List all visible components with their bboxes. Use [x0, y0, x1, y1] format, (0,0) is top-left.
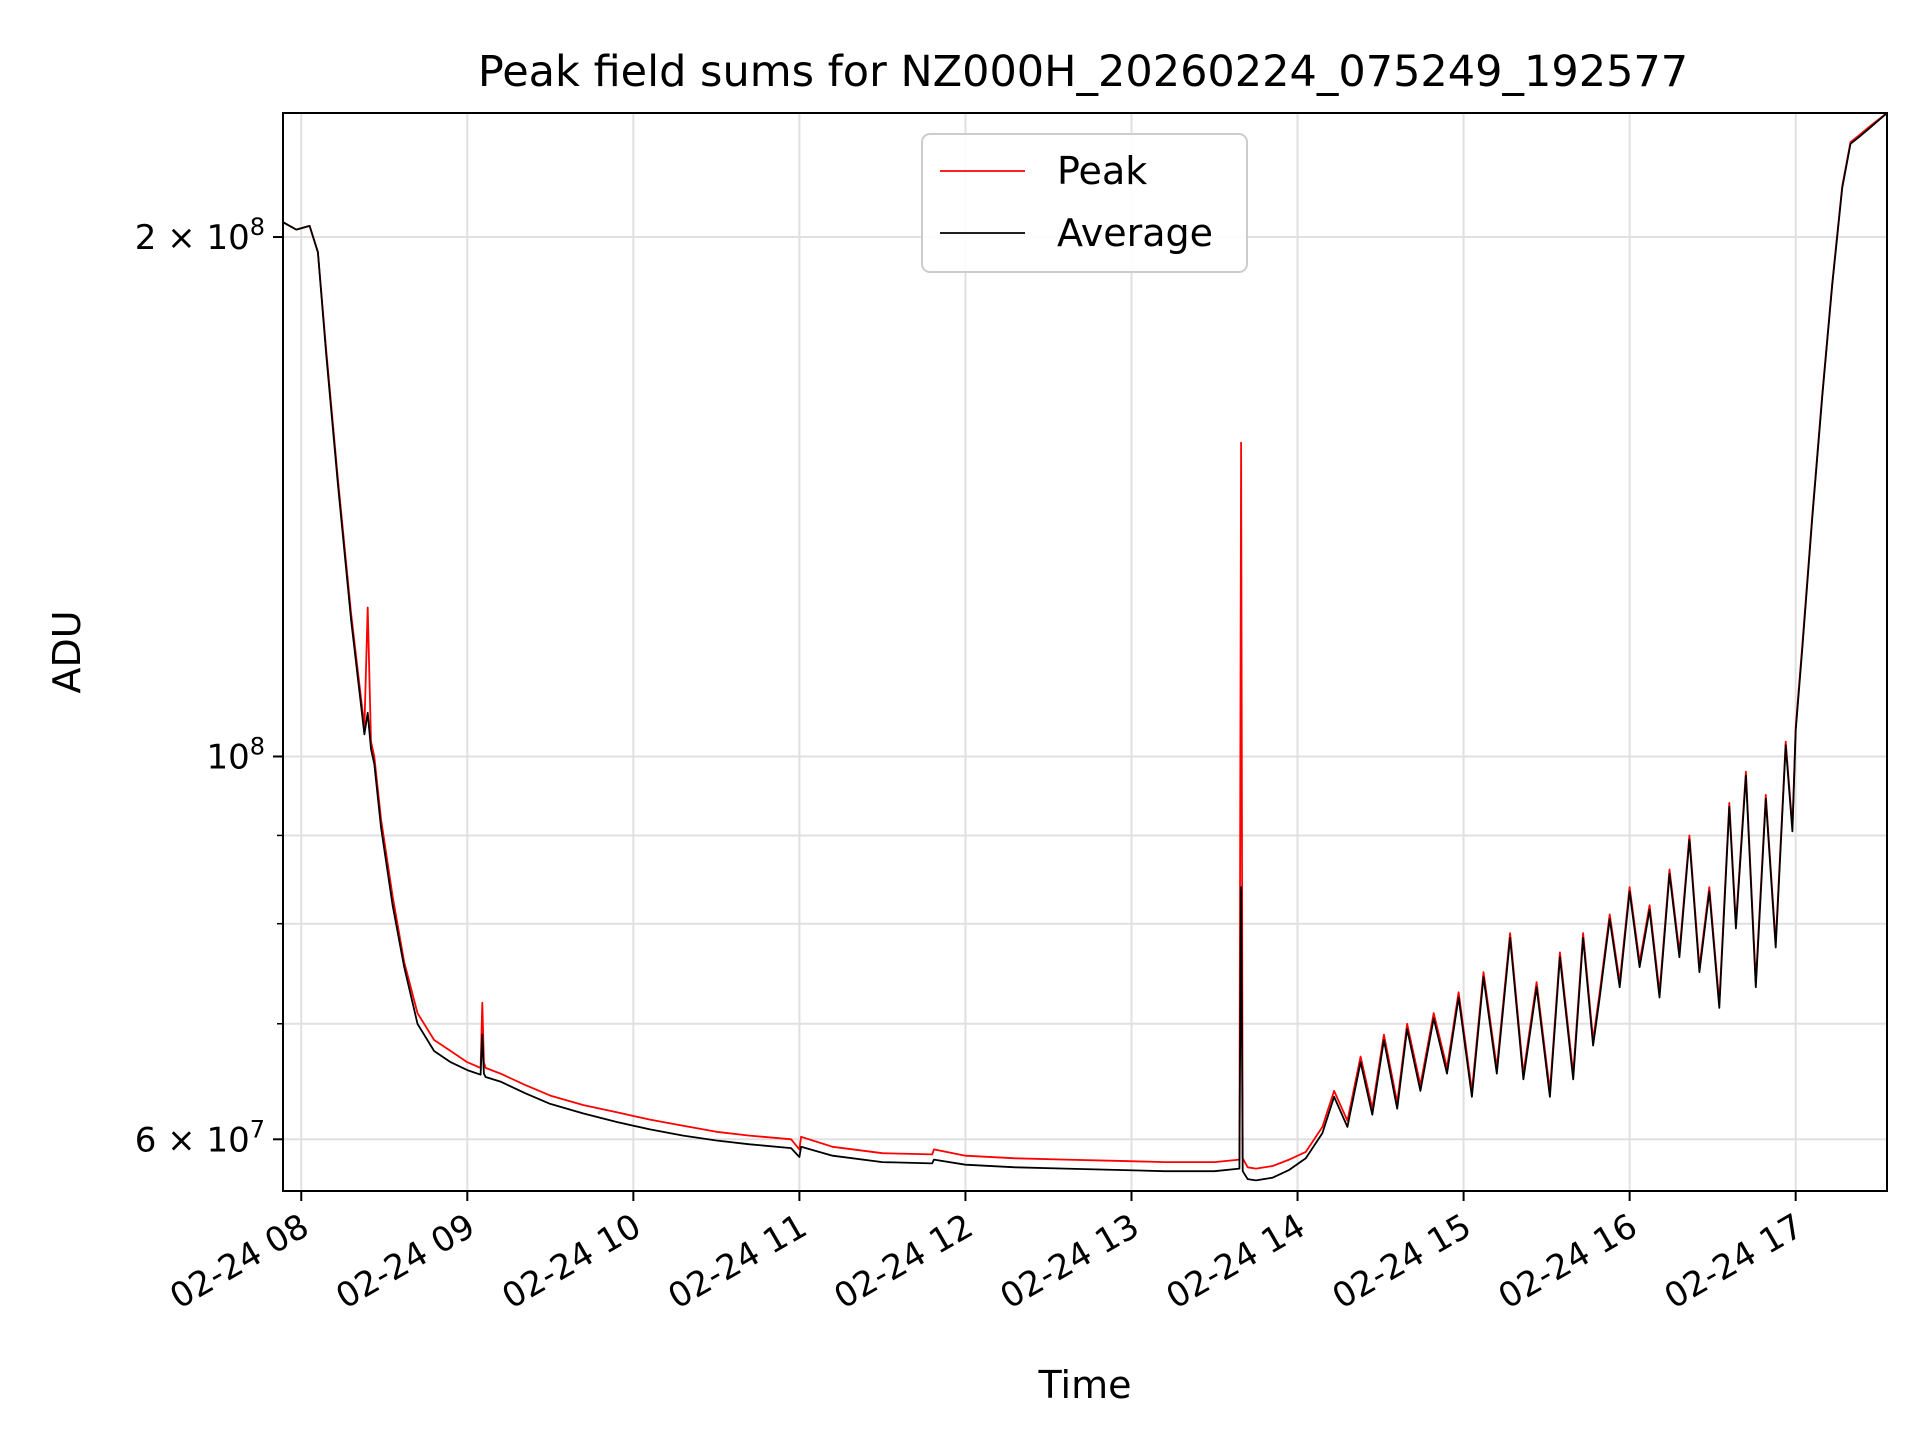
plot-series [283, 113, 1887, 1182]
y-tick-label: 6 × 107 [135, 1115, 265, 1160]
legend-box [921, 133, 1248, 273]
legend-label-peak: Peak [1057, 149, 1147, 193]
legend: Peak Average [921, 133, 1248, 273]
legend-label-average: Average [1057, 211, 1213, 255]
x-axis-label: Time [1038, 1363, 1132, 1407]
y-axis-label: ADU [45, 610, 89, 693]
y-tick-label: 108 [206, 732, 265, 777]
plot-frame [282, 112, 1888, 1192]
y-axis-ticks: 2 × 108 108 6 × 107 [135, 213, 283, 1160]
y-tick-label: 2 × 108 [135, 213, 265, 258]
chart-title: Peak field sums for NZ000H_20260224_0752… [478, 47, 1688, 97]
series-line-average [283, 113, 1887, 1182]
